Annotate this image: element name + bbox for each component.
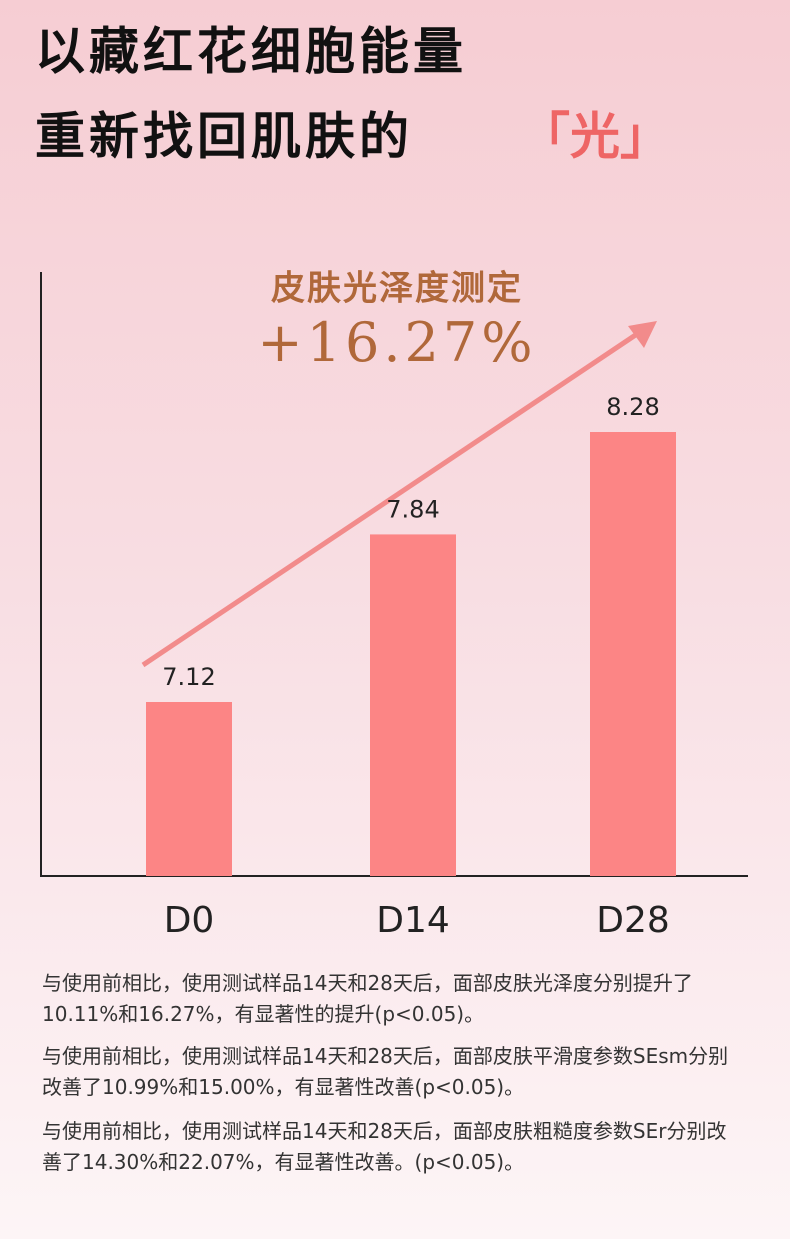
title-line: 重新找回肌肤的: [35, 108, 413, 166]
footnote: 与使用前相比，使用测试样品14天和28天后，面部皮肤光泽度分别提升了10.11%…: [42, 971, 693, 1026]
data-label: 7.12: [162, 663, 215, 691]
x-tick-label: D14: [376, 900, 450, 941]
bar: [370, 534, 456, 876]
arrow-head: [628, 321, 657, 348]
x-tick-label: D0: [164, 900, 215, 941]
footnote: 与使用前相比，使用测试样品14天和28天后，面部皮肤平滑度参数SEsm分别改善了…: [42, 1044, 729, 1099]
annotation-value: +16.27%: [257, 311, 536, 374]
title-line: 以藏红花细胞能量: [35, 23, 467, 81]
annotation-title: 皮肤光泽度测定: [271, 269, 523, 309]
title-highlight: 「光」: [520, 108, 670, 166]
bar: [590, 432, 676, 876]
trend-arrow: [141, 329, 642, 668]
bar: [146, 702, 232, 876]
chart: 以藏红花细胞能量 重新找回肌肤的 「光」 皮肤光泽度测定 +16.27% 7.1…: [35, 23, 748, 941]
x-tick-label: D28: [596, 900, 670, 941]
footnote: 与使用前相比，使用测试样品14天和28天后，面部皮肤粗糙度参数SEr分别改善了1…: [42, 1119, 727, 1174]
data-label: 7.84: [386, 495, 439, 523]
data-label: 8.28: [606, 393, 659, 421]
